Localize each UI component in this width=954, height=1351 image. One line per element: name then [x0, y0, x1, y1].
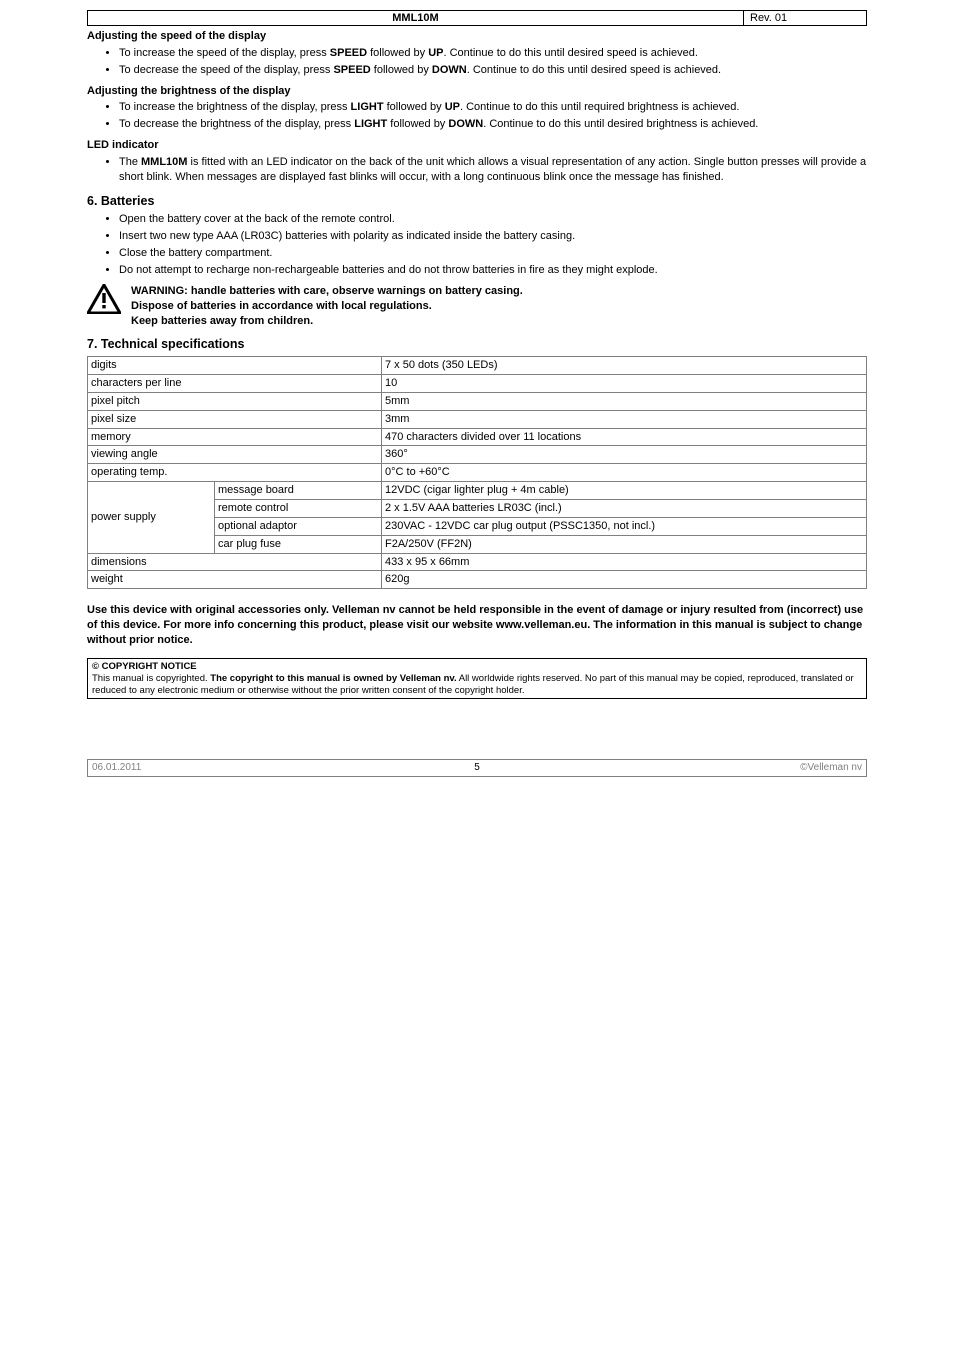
- footer-date: 06.01.2011: [88, 760, 216, 776]
- spec-val: 10: [382, 375, 867, 393]
- content: Adjusting the speed of the display To in…: [87, 29, 867, 777]
- spec-val: 5mm: [382, 392, 867, 410]
- led-list: The MML10M is fitted with an LED indicat…: [87, 155, 867, 185]
- list-item: Close the battery compartment.: [119, 246, 867, 261]
- warning-block: WARNING: handle batteries with care, obs…: [87, 284, 867, 329]
- spec-table: digits7 x 50 dots (350 LEDs) characters …: [87, 356, 867, 589]
- spec-val: 620g: [382, 571, 867, 589]
- footer-page: 5: [216, 760, 738, 776]
- header-title: MML10M: [88, 11, 744, 25]
- spec-subkey: message board: [215, 482, 382, 500]
- spec-val: 470 characters divided over 11 locations: [382, 428, 867, 446]
- led-heading: LED indicator: [87, 138, 867, 153]
- spec-key: pixel size: [88, 410, 382, 428]
- list-item: Open the battery cover at the back of th…: [119, 212, 867, 227]
- header-rev: Rev. 01: [744, 11, 866, 25]
- speed-heading: Adjusting the speed of the display: [87, 29, 867, 44]
- list-item: Do not attempt to recharge non-rechargea…: [119, 263, 867, 278]
- spec-subkey: remote control: [215, 500, 382, 518]
- disclaimer: Use this device with original accessorie…: [87, 603, 867, 648]
- spec-val: 3mm: [382, 410, 867, 428]
- spec-key: viewing angle: [88, 446, 382, 464]
- spec-val: 0°C to +60°C: [382, 464, 867, 482]
- spec-key: dimensions: [88, 553, 382, 571]
- copyright-box: © COPYRIGHT NOTICE This manual is copyri…: [87, 658, 867, 700]
- list-item: To decrease the speed of the display, pr…: [119, 63, 867, 78]
- list-item: The MML10M is fitted with an LED indicat…: [119, 155, 867, 185]
- spec-key: weight: [88, 571, 382, 589]
- batteries-list: Open the battery cover at the back of th…: [87, 212, 867, 277]
- header-bar: MML10M Rev. 01: [87, 10, 867, 26]
- brightness-heading: Adjusting the brightness of the display: [87, 84, 867, 99]
- warning-text: WARNING: handle batteries with care, obs…: [131, 284, 523, 329]
- spec-key: digits: [88, 357, 382, 375]
- list-item: To increase the speed of the display, pr…: [119, 46, 867, 61]
- copyright-title: © COPYRIGHT NOTICE: [92, 661, 197, 672]
- list-item: To increase the brightness of the displa…: [119, 100, 867, 115]
- page: MML10M Rev. 01 Adjusting the speed of th…: [87, 0, 867, 777]
- copyright-body: This manual is copyrighted. The copyrigh…: [92, 673, 862, 697]
- spec-val: 2 x 1.5V AAA batteries LR03C (incl.): [382, 500, 867, 518]
- spec-key: power supply: [88, 482, 215, 553]
- spec-key: pixel pitch: [88, 392, 382, 410]
- section-6-heading: 6. Batteries: [87, 193, 867, 210]
- spec-val: 360°: [382, 446, 867, 464]
- spec-val: 230VAC - 12VDC car plug output (PSSC1350…: [382, 517, 867, 535]
- spec-key: characters per line: [88, 375, 382, 393]
- spec-subkey: car plug fuse: [215, 535, 382, 553]
- spec-val: 433 x 95 x 66mm: [382, 553, 867, 571]
- warning-icon: [87, 284, 121, 319]
- spec-val: F2A/250V (FF2N): [382, 535, 867, 553]
- footer-owner: ©Velleman nv: [738, 760, 866, 776]
- list-item: Insert two new type AAA (LR03C) batterie…: [119, 229, 867, 244]
- spec-val: 12VDC (cigar lighter plug + 4m cable): [382, 482, 867, 500]
- spec-val: 7 x 50 dots (350 LEDs): [382, 357, 867, 375]
- spec-key: operating temp.: [88, 464, 382, 482]
- footer-bar: 06.01.2011 5 ©Velleman nv: [87, 759, 867, 777]
- section-7-heading: 7. Technical specifications: [87, 336, 867, 353]
- speed-list: To increase the speed of the display, pr…: [87, 46, 867, 78]
- spec-key: memory: [88, 428, 382, 446]
- list-item: To decrease the brightness of the displa…: [119, 117, 867, 132]
- spec-subkey: optional adaptor: [215, 517, 382, 535]
- brightness-list: To increase the brightness of the displa…: [87, 100, 867, 132]
